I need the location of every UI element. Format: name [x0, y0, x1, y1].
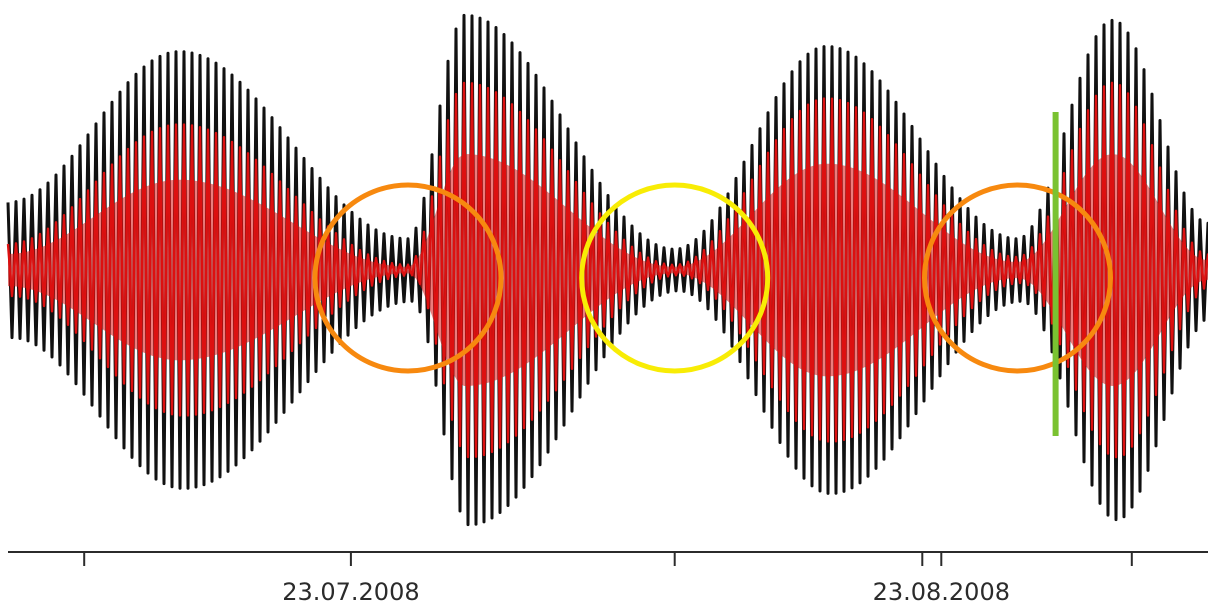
x-axis-labels: 23.07.2008 23.08.2008	[282, 578, 1010, 606]
annotation-circle-3	[922, 182, 1113, 374]
x-axis-ticks	[83, 552, 1133, 566]
x-tick-label-2: 23.08.2008	[873, 578, 1010, 606]
x-tick-label-1: 23.07.2008	[282, 578, 419, 606]
annotation-circle-2	[579, 182, 771, 374]
series-layer	[6, 13, 1208, 527]
annotation-circle-1	[312, 182, 504, 374]
annotation-layer	[312, 112, 1113, 436]
series-core-fill-2	[8, 154, 1208, 386]
